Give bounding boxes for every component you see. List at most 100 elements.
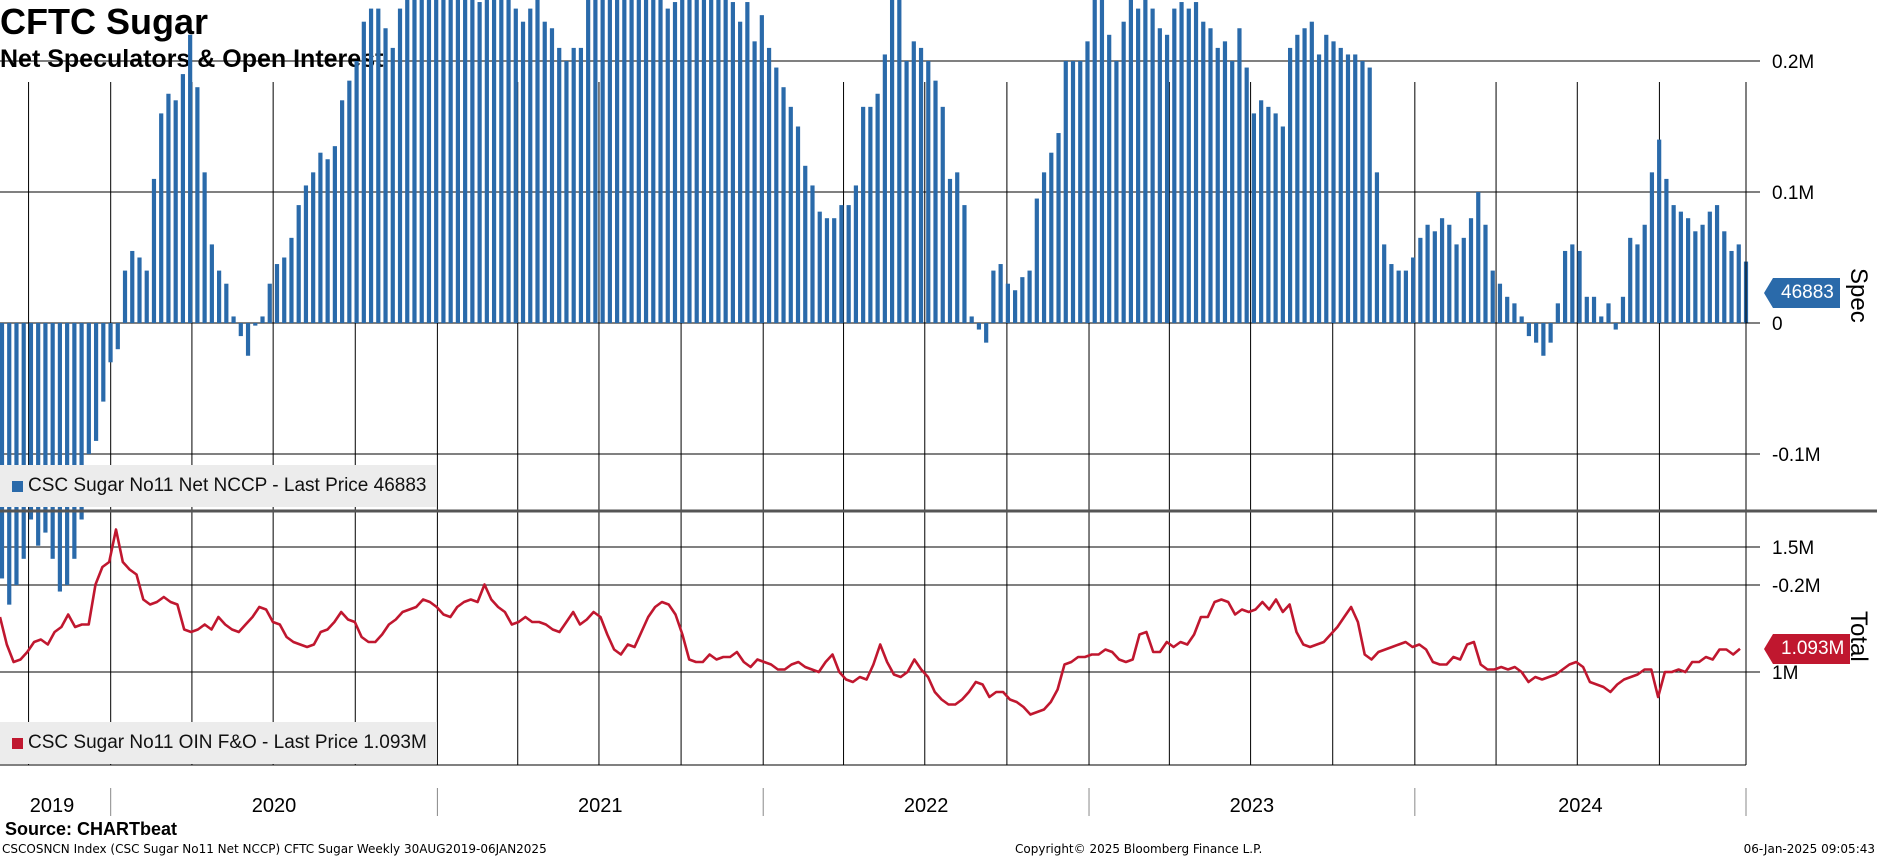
spec-bar bbox=[238, 323, 243, 337]
spec-bar bbox=[1085, 41, 1090, 323]
spec-bar bbox=[1468, 218, 1474, 323]
spec-bar bbox=[1447, 224, 1452, 323]
spec-bar bbox=[361, 21, 366, 323]
spec-bar bbox=[21, 323, 26, 559]
spec-bar bbox=[1244, 67, 1249, 323]
spec-bar bbox=[159, 113, 164, 324]
spec-bar bbox=[824, 218, 830, 323]
spec-bar bbox=[405, 0, 410, 324]
spec-bar bbox=[976, 323, 982, 330]
legend-spec-label: CSC Sugar No11 Net NCCP - Last Price 468… bbox=[28, 475, 427, 496]
spec-bar bbox=[376, 8, 381, 323]
spec-bar bbox=[795, 126, 801, 323]
spec-bar bbox=[1302, 28, 1307, 323]
spec-bar bbox=[846, 205, 851, 323]
spec-bar bbox=[1208, 28, 1213, 323]
spec-bar bbox=[1736, 244, 1741, 323]
spec-bar bbox=[1259, 100, 1264, 323]
spec-bar bbox=[636, 0, 641, 323]
spec-bar bbox=[303, 185, 309, 323]
spec-bar bbox=[470, 0, 475, 323]
year-label: 2020 bbox=[252, 795, 297, 817]
spec-bar bbox=[1143, 0, 1148, 323]
spec-bar bbox=[1353, 54, 1358, 323]
spec-bar bbox=[1092, 0, 1097, 323]
spec-bar bbox=[1020, 277, 1025, 323]
chart-title: CFTC Sugar bbox=[0, 1, 209, 42]
spec-bar bbox=[1454, 244, 1459, 323]
spec-bar bbox=[1237, 28, 1242, 323]
spec-bar bbox=[1324, 34, 1329, 324]
spec-bar bbox=[0, 323, 5, 579]
spec-bar bbox=[253, 323, 258, 326]
spec-bar bbox=[499, 0, 504, 323]
spec-bar bbox=[1034, 198, 1039, 323]
source-note: Source: CHARTbeat bbox=[5, 819, 178, 839]
spec-bar bbox=[607, 0, 612, 324]
spec-bar bbox=[180, 74, 186, 323]
spec-bar bbox=[1411, 257, 1416, 323]
spec-bar bbox=[347, 80, 352, 324]
spec-bar bbox=[600, 0, 605, 323]
spec-bar bbox=[738, 21, 743, 323]
spec-bar bbox=[1041, 172, 1047, 323]
spec-bar bbox=[491, 0, 497, 323]
spec-bar bbox=[1215, 47, 1220, 324]
spec-bar bbox=[1201, 21, 1206, 323]
spec-bar bbox=[115, 323, 120, 350]
spec-bar bbox=[918, 47, 924, 324]
spec-bar bbox=[1164, 34, 1170, 324]
spec-bar bbox=[130, 250, 135, 323]
spec-bar bbox=[1722, 231, 1727, 323]
spec-bar bbox=[1005, 283, 1010, 323]
spec-bar bbox=[701, 0, 707, 323]
spec-bar bbox=[1657, 139, 1662, 323]
spec-bar bbox=[1193, 2, 1199, 324]
spec-bar bbox=[1425, 224, 1430, 323]
spec-bar bbox=[144, 270, 149, 323]
spec-bar bbox=[1374, 172, 1380, 323]
spec-y-tick-label: 0.2M bbox=[1772, 52, 1814, 73]
spec-bar bbox=[1309, 21, 1314, 323]
spec-bar bbox=[477, 2, 482, 324]
spec-bar bbox=[1382, 244, 1387, 323]
spec-bar bbox=[882, 54, 887, 323]
spec-bar bbox=[1606, 303, 1611, 323]
spec-bar bbox=[1389, 264, 1394, 323]
spec-bar bbox=[1056, 133, 1061, 323]
spec-bar bbox=[1541, 323, 1546, 356]
spec-bar bbox=[1512, 303, 1517, 323]
spec-bar bbox=[1222, 41, 1228, 323]
spec-bar bbox=[151, 178, 157, 323]
spec-bar bbox=[274, 264, 280, 323]
spec-bar bbox=[622, 0, 627, 323]
spec-bar bbox=[1273, 113, 1278, 324]
spec-bar bbox=[1461, 237, 1466, 323]
spec-bar bbox=[1157, 28, 1162, 323]
spec-bar bbox=[759, 15, 764, 324]
legend-total: CSC Sugar No11 OIN F&O - Last Price 1.09… bbox=[0, 722, 437, 764]
spec-bar bbox=[1642, 224, 1647, 323]
spec-y-tick-label: -0.1M bbox=[1772, 445, 1821, 466]
spec-bar bbox=[390, 47, 395, 324]
spec-bar bbox=[955, 172, 960, 323]
spec-bar bbox=[535, 0, 540, 323]
spec-bar bbox=[188, 34, 193, 324]
spec-bar bbox=[1418, 237, 1423, 323]
spec-bar bbox=[14, 323, 19, 585]
spec-bar bbox=[1251, 113, 1257, 324]
spec-bar bbox=[72, 323, 77, 559]
spec-bar bbox=[1519, 316, 1524, 323]
spec-bar bbox=[1295, 34, 1300, 324]
spec-bar bbox=[1316, 54, 1322, 323]
spec-bar bbox=[1686, 218, 1691, 323]
year-label: 2023 bbox=[1230, 795, 1275, 817]
spec-bar bbox=[875, 93, 880, 323]
spec-bar bbox=[788, 106, 793, 323]
spec-bar bbox=[397, 8, 403, 323]
spec-bar bbox=[520, 21, 526, 323]
spec-bar bbox=[911, 41, 916, 323]
spec-bar bbox=[1107, 34, 1112, 324]
spec-bar bbox=[1230, 61, 1235, 323]
spec-bar bbox=[1671, 205, 1676, 323]
